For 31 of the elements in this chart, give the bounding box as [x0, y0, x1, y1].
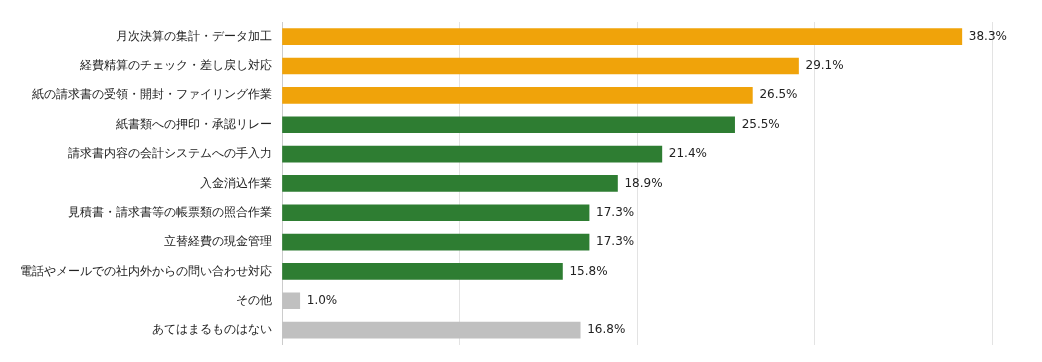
bar — [282, 145, 663, 163]
bar — [282, 204, 590, 222]
data-label: 17.3% — [596, 234, 635, 249]
y-tick-label: 電話やメールでの社内外からの問い合わせ対応 — [20, 263, 272, 278]
bar — [282, 116, 735, 134]
bar — [282, 57, 799, 75]
data-label: 18.9% — [624, 175, 663, 190]
data-label: 29.1% — [805, 58, 844, 73]
y-tick-label: 経費精算のチェック・差し戻し対応 — [79, 58, 272, 73]
data-label: 15.8% — [569, 263, 608, 278]
y-tick-label: 入金消込作業 — [200, 175, 272, 190]
bar — [282, 233, 590, 251]
bar — [282, 28, 963, 45]
data-label: 1.0% — [306, 292, 338, 307]
y-tick-label: あてはまるものはない — [152, 322, 272, 337]
data-label: 16.8% — [587, 322, 626, 337]
y-tick-label: 立替経費の現金管理 — [164, 234, 272, 249]
y-tick-label: 請求書内容の会計システムへの手入力 — [68, 146, 272, 161]
y-tick-label: その他 — [236, 292, 272, 307]
y-tick-label: 見積書・請求書等の帳票類の照合作業 — [68, 204, 272, 219]
data-label: 38.3% — [968, 28, 1007, 43]
bar — [282, 87, 753, 104]
y-tick-label: 紙の請求書の受領・開封・ファイリング作業 — [32, 87, 272, 102]
bar — [282, 263, 563, 280]
data-label: 21.4% — [668, 146, 707, 161]
data-label: 17.3% — [596, 204, 635, 219]
y-tick-label: 月次決算の集計・データ加工 — [116, 28, 272, 43]
bar — [282, 175, 618, 192]
data-label: 25.5% — [741, 116, 780, 131]
y-tick-label: 紙書類への押印・承認リレー — [116, 116, 272, 131]
data-label: 26.5% — [759, 87, 798, 102]
